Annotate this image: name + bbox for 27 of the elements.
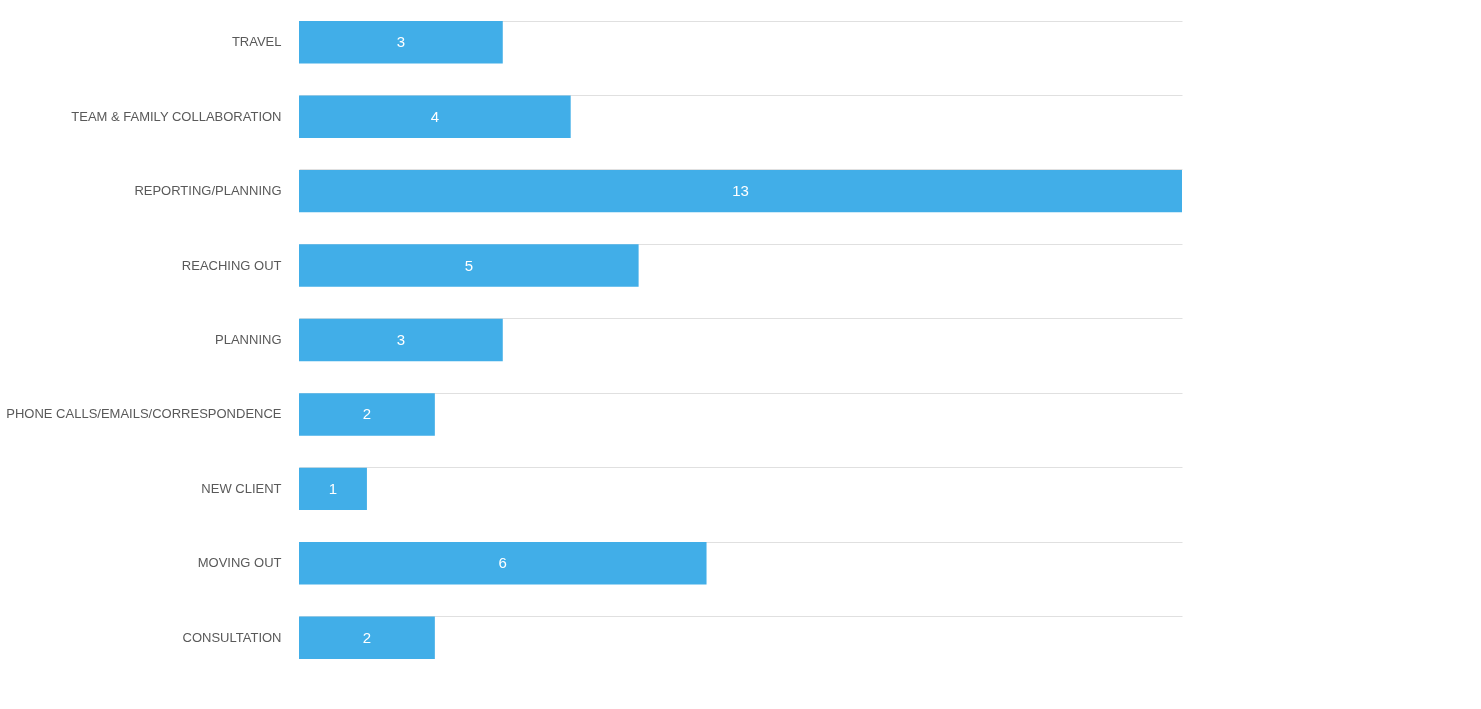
bar [299,95,571,138]
bar [299,467,367,511]
bar [299,21,503,64]
data-label: 5 [464,256,473,274]
data-label: 2 [362,405,372,423]
bar [299,244,639,287]
bar [299,616,435,659]
data-label: 13 [732,182,749,200]
y-tick-label: PLANNING [215,332,282,347]
y-tick-label: PHONE CALLS/EMAILS/CORRESPONDENCE [6,406,282,422]
data-label: 3 [396,331,406,348]
data-label: 1 [328,479,338,497]
bar [299,169,1182,213]
y-tick-label: MOVING OUT [197,555,282,571]
y-tick-label: REACHING OUT [181,257,282,273]
data-label: 4 [430,107,440,125]
bar [299,393,435,436]
data-label: 6 [498,554,507,572]
y-tick-label: TEAM & FAMILY COLLABORATION [71,108,282,124]
y-tick-label: CONSULTATION [182,629,282,645]
data-label: 3 [396,33,406,51]
bar [299,318,503,362]
y-tick-label: REPORTING/PLANNING [134,183,282,199]
y-tick-label: TRAVEL [231,34,282,50]
bar [299,542,707,585]
data-label: 2 [362,628,372,646]
y-tick-label: NEW CLIENT [201,480,282,496]
